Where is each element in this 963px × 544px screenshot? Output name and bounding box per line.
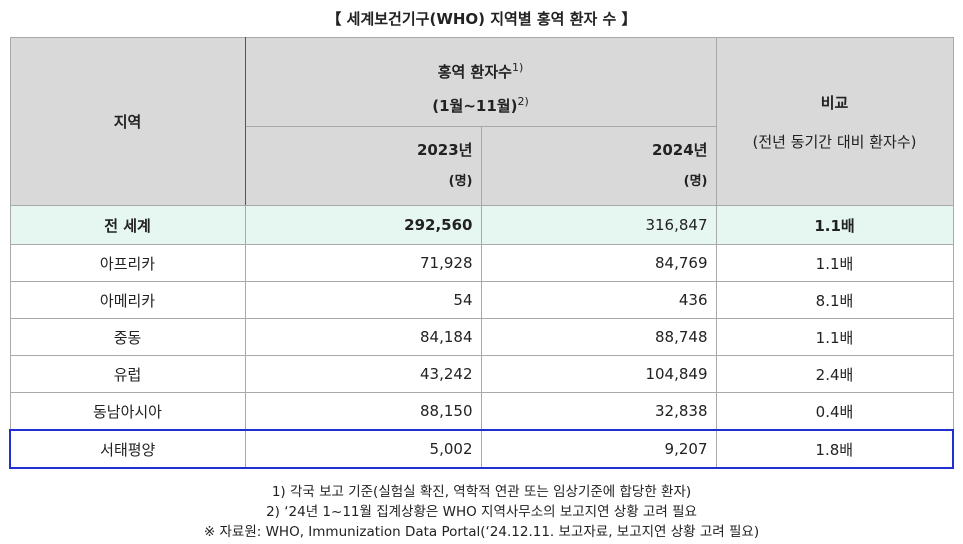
value-2023-cell: 5,002	[244, 429, 482, 469]
table-row: 아메리카 54 436 8.1배	[9, 281, 954, 319]
table-row: 아프리카 71,928 84,769 1.1배	[9, 244, 954, 282]
compare-label: 비교	[820, 93, 849, 112]
value-2024-cell: 9,207	[480, 429, 717, 469]
value-2024-cell: 316,847	[480, 205, 717, 245]
region-cell: 서태평양	[9, 429, 246, 469]
table-row: 유럽 43,242 104,849 2.4배	[9, 355, 954, 393]
region-header: 지역	[9, 37, 246, 206]
year-2023-header: 2023년 (명)	[244, 126, 482, 206]
unit-2024: (명)	[683, 174, 708, 189]
value-2024-cell: 88,748	[480, 318, 717, 356]
footnote-ref-2: 2)	[517, 95, 529, 108]
cases-group-line2: (1월~11월)	[432, 97, 518, 115]
value-2023-cell: 88,150	[244, 392, 482, 431]
region-cell: 동남아시아	[9, 392, 246, 431]
cases-group-header: 홍역 환자수1) (1월~11월)2)	[244, 37, 717, 127]
region-cell: 전 세계	[9, 205, 246, 245]
source-note: ※ 자료원: WHO, Immunization Data Portal(‘24…	[203, 524, 760, 540]
footnote-2: 2) ‘24년 1~11월 집계상황은 WHO 지역사무소의 보고지연 상황 고…	[266, 504, 697, 520]
value-2024-cell: 32,838	[480, 392, 717, 431]
table-row: 중동 84,184 88,748 1.1배	[9, 318, 954, 356]
ratio-cell: 0.4배	[715, 392, 954, 431]
value-2023-cell: 71,928	[244, 244, 482, 282]
ratio-cell: 2.4배	[715, 355, 954, 393]
ratio-cell: 1.1배	[715, 244, 954, 282]
measles-table: 지역 홍역 환자수1) (1월~11월)2) 비교 (전년 동기간 대비 환자수…	[9, 37, 954, 469]
year-2024-header: 2024년 (명)	[480, 126, 717, 206]
footnote-1: 1) 각국 보고 기준(실험실 확진, 역학적 연관 또는 임상기준에 합당한 …	[271, 484, 692, 500]
value-2023-cell: 84,184	[244, 318, 482, 356]
value-2023-cell: 43,242	[244, 355, 482, 393]
region-cell: 유럽	[9, 355, 246, 393]
value-2023-cell: 292,560	[244, 205, 482, 245]
table-row-highlighted: 서태평양 5,002 9,207 1.8배	[9, 429, 954, 469]
region-cell: 아메리카	[9, 281, 246, 319]
region-cell: 아프리카	[9, 244, 246, 282]
ratio-cell: 1.1배	[715, 205, 954, 245]
ratio-cell: 8.1배	[715, 281, 954, 319]
value-2024-cell: 436	[480, 281, 717, 319]
compare-sub: (전년 동기간 대비 환자수)	[752, 132, 917, 151]
value-2023-cell: 54	[244, 281, 482, 319]
unit-2023: (명)	[448, 174, 473, 189]
table-title: 【 세계보건기구(WHO) 지역별 홍역 환자 수 】	[326, 10, 637, 28]
footnote-ref-1: 1)	[511, 61, 524, 74]
table-row: 동남아시아 88,150 32,838 0.4배	[9, 392, 954, 431]
value-2024-cell: 104,849	[480, 355, 717, 393]
value-2024-cell: 84,769	[480, 244, 717, 282]
ratio-cell: 1.8배	[715, 429, 954, 469]
region-cell: 중동	[9, 318, 246, 356]
table-row-world: 전 세계 292,560 316,847 1.1배	[9, 205, 954, 245]
cases-group-line1: 홍역 환자수	[437, 63, 512, 81]
ratio-cell: 1.1배	[715, 318, 954, 356]
compare-header: 비교 (전년 동기간 대비 환자수)	[715, 37, 954, 206]
